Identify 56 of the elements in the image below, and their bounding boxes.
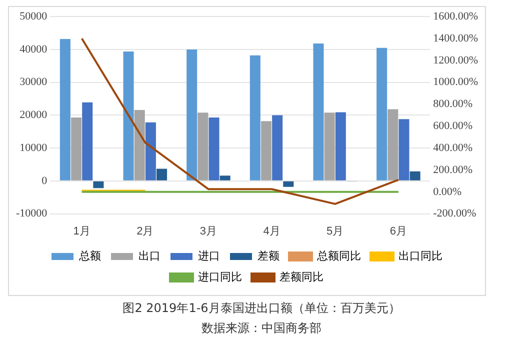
bar: [410, 171, 420, 180]
bar: [60, 38, 70, 180]
y2-tick-label: 1400.00%: [433, 32, 478, 44]
y-tick-label: 10000: [20, 142, 48, 154]
x-tick-label: 4月: [263, 225, 280, 238]
bar: [123, 51, 134, 180]
y2-tick-label: 1000.00%: [433, 76, 478, 88]
bar: [388, 109, 398, 180]
bar: [220, 176, 230, 180]
legend-label: 出口: [138, 250, 160, 263]
y-tick-label: 50000: [20, 10, 48, 22]
y-tick-label: 20000: [20, 109, 48, 122]
legend-label: 进口: [198, 250, 220, 263]
bar: [82, 102, 93, 180]
source-note: 数据来源：中国商务部: [200, 320, 322, 337]
x-tick-label: 1月: [73, 225, 90, 238]
legend-label: 差额同比: [280, 270, 324, 284]
caption: 图2 2019年1-6月泰国进出口额（单位：百万美元）: [122, 300, 402, 317]
x-tick-label: 5月: [326, 225, 344, 238]
bar: [145, 122, 156, 180]
bar: [313, 44, 324, 180]
bar: [198, 112, 208, 180]
x-tick-label: 2月: [136, 225, 154, 238]
bar: [272, 115, 283, 180]
bar: [398, 119, 410, 180]
bar: [186, 49, 198, 180]
bar: [260, 121, 272, 180]
bar: [93, 181, 104, 188]
legend-label: 总额同比: [316, 250, 361, 263]
legend-label: 出口同比: [398, 250, 442, 263]
bar: [324, 112, 335, 180]
y2-tick-label: 1600.00%: [433, 10, 478, 22]
y2-tick-label: -200.00%: [433, 208, 476, 220]
bar: [71, 118, 82, 180]
y2-tick-label: 0.00%: [433, 186, 462, 198]
bar: [283, 181, 294, 187]
y2-tick-label: 1200.00%: [433, 54, 478, 66]
legend-label: 总额: [78, 250, 101, 263]
legend-label: 差额: [258, 250, 280, 263]
bar: [335, 112, 346, 180]
bar: [134, 110, 145, 180]
bar: [250, 55, 260, 180]
y-tick-label: 30000: [20, 76, 48, 88]
y-tick-label: -10000: [16, 208, 48, 220]
y-tick-label: 0: [42, 174, 48, 187]
y2-tick-label: 600.00%: [433, 120, 473, 132]
bar: [376, 48, 388, 180]
x-tick-label: 3月: [200, 225, 218, 238]
x-tick-label: 6月: [390, 225, 407, 238]
y2-tick-label: 200.00%: [433, 164, 473, 176]
y2-tick-label: 800.00%: [433, 98, 473, 110]
bar: [208, 118, 220, 180]
legend-label: 进口同比: [198, 270, 242, 284]
bar: [156, 168, 168, 180]
y-tick-label: 40000: [20, 43, 48, 56]
y2-tick-label: 400.00%: [433, 142, 473, 154]
